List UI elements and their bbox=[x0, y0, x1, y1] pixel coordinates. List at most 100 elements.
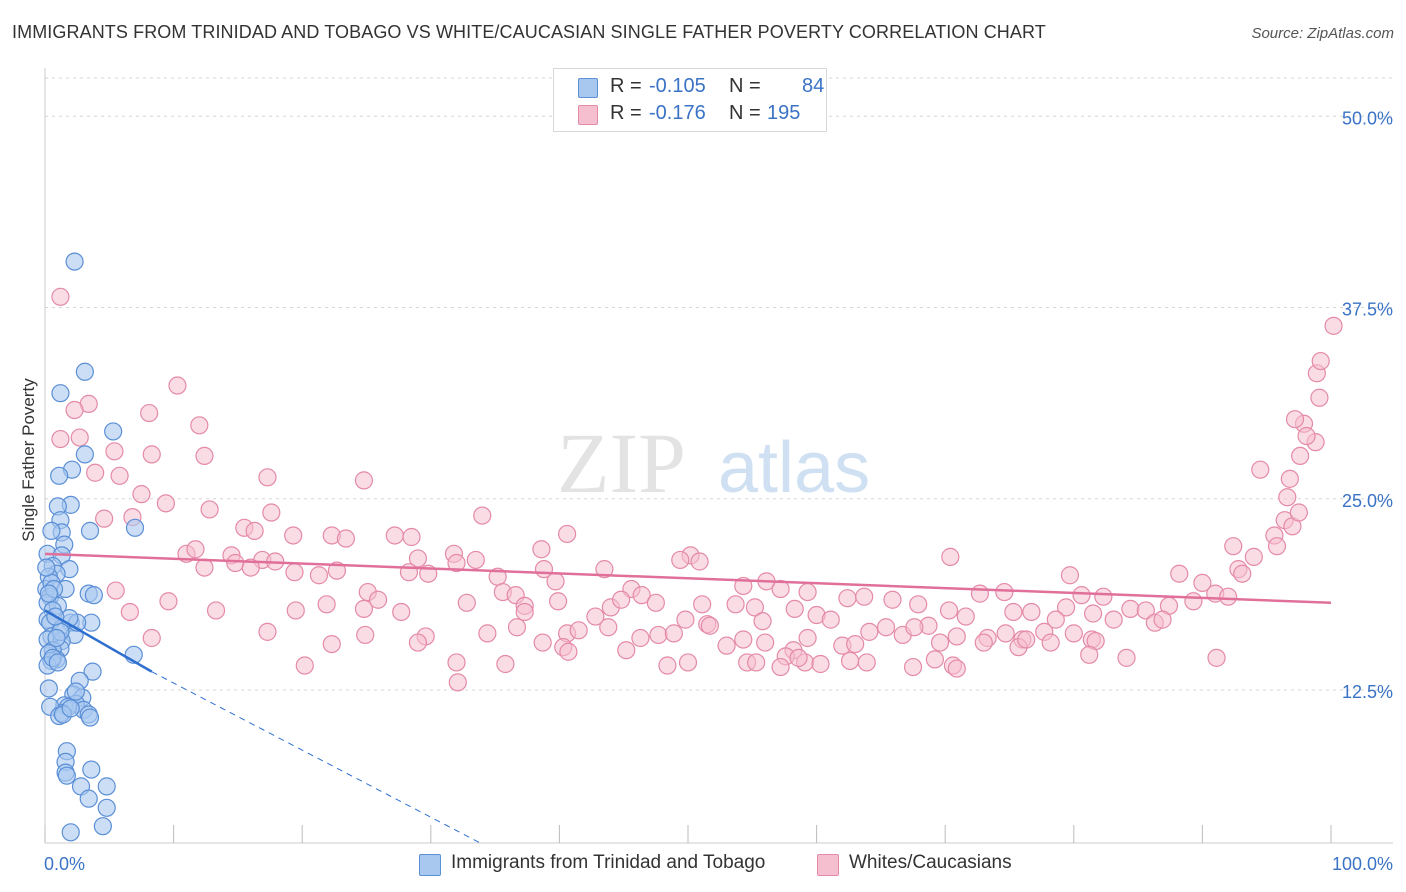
trinidad-point bbox=[39, 679, 58, 698]
series-name: Whites/Caucasians bbox=[849, 852, 1012, 873]
watermark: ZIP atlas bbox=[557, 415, 870, 511]
whites-point bbox=[295, 656, 314, 675]
trinidad-trend-extension bbox=[151, 671, 481, 844]
whites-point bbox=[392, 602, 411, 622]
trinidad-point bbox=[65, 252, 84, 271]
whites-point bbox=[241, 558, 260, 577]
whites-point bbox=[327, 561, 347, 580]
whites-point bbox=[970, 584, 990, 603]
whites-point bbox=[734, 630, 753, 649]
trend-lines bbox=[44, 552, 1332, 844]
whites-point bbox=[309, 566, 329, 585]
whites-point bbox=[1207, 648, 1226, 667]
whites-point bbox=[354, 471, 374, 490]
whites-point bbox=[1022, 602, 1041, 622]
n-value: 84 bbox=[802, 75, 825, 97]
whites-point bbox=[558, 524, 577, 544]
whites-point bbox=[1297, 426, 1316, 446]
tick-labels: 12.5% 25.0% 37.5% 50.0% 0.0% 100.0% bbox=[44, 108, 1393, 874]
whites-point bbox=[1117, 648, 1136, 667]
whites-point bbox=[617, 641, 636, 660]
whites-trend-line bbox=[44, 552, 1332, 605]
whites-point bbox=[595, 560, 614, 579]
whites-point bbox=[1094, 587, 1113, 606]
whites-point bbox=[457, 593, 476, 612]
whites-point bbox=[974, 633, 993, 652]
whites-point bbox=[322, 634, 341, 654]
whites-point bbox=[1184, 592, 1203, 611]
whites-point bbox=[1244, 547, 1263, 566]
whites-point bbox=[156, 494, 175, 513]
whites-point bbox=[200, 500, 219, 519]
whites-point bbox=[110, 466, 129, 485]
whites-point bbox=[947, 659, 966, 678]
n-label: N = bbox=[729, 102, 761, 124]
whites-point bbox=[905, 618, 924, 637]
whites-point bbox=[930, 633, 950, 652]
whites-point bbox=[745, 598, 764, 617]
whites-point bbox=[690, 552, 709, 571]
trinidad-point bbox=[39, 584, 58, 603]
whites-point bbox=[1170, 564, 1189, 583]
whites-point bbox=[664, 624, 683, 643]
trinidad-point bbox=[57, 766, 76, 785]
whites-point bbox=[947, 627, 966, 646]
whites-point bbox=[533, 633, 552, 652]
whites-point bbox=[860, 622, 879, 641]
whites-point bbox=[753, 612, 772, 631]
trinidad-point bbox=[47, 628, 66, 648]
whites-point bbox=[646, 593, 665, 612]
source-credit: Source: ZipAtlas.com bbox=[1251, 25, 1394, 42]
n-label: N = bbox=[729, 75, 761, 97]
whites-point bbox=[1136, 601, 1155, 620]
whites-point bbox=[903, 657, 923, 677]
whites-point bbox=[1060, 566, 1080, 585]
whites-point bbox=[132, 485, 151, 504]
trinidad-points bbox=[37, 252, 145, 842]
whites-point bbox=[846, 634, 865, 654]
whites-point bbox=[448, 673, 467, 692]
whites-point bbox=[649, 625, 668, 645]
trinidad-point bbox=[75, 362, 94, 381]
whites-point bbox=[478, 624, 497, 643]
whites-point bbox=[1310, 388, 1329, 407]
whites-point bbox=[771, 657, 790, 677]
whites-point bbox=[226, 553, 245, 573]
whites-point bbox=[546, 572, 565, 591]
legend-row-whites: R = -0.176 N = 195 bbox=[554, 102, 826, 128]
whites-point bbox=[1046, 610, 1065, 629]
whites-point bbox=[925, 650, 945, 669]
whites-point bbox=[1056, 598, 1076, 617]
whites-point bbox=[1233, 564, 1252, 583]
whites-point bbox=[51, 287, 70, 306]
trinidad-point bbox=[82, 760, 101, 779]
whites-point bbox=[105, 442, 124, 461]
whites-point bbox=[995, 582, 1014, 602]
y-axis-label: Single Father Poverty bbox=[19, 378, 38, 542]
whites-point bbox=[1153, 610, 1172, 629]
whites-point bbox=[789, 648, 808, 667]
watermark-atlas: atlas bbox=[718, 428, 870, 508]
whites-point bbox=[1017, 630, 1036, 649]
whites-point bbox=[159, 592, 178, 611]
whites-point bbox=[385, 526, 404, 545]
whites-point bbox=[1267, 537, 1287, 556]
trinidad-point bbox=[104, 422, 123, 441]
whites-point bbox=[756, 633, 775, 652]
whites-point bbox=[549, 592, 568, 611]
whites-point bbox=[1291, 446, 1310, 466]
whites-point bbox=[336, 529, 356, 548]
whites-point bbox=[771, 579, 790, 599]
trinidad-point bbox=[66, 682, 85, 701]
whites-point bbox=[599, 618, 618, 637]
whites-point bbox=[86, 463, 105, 482]
whites-point bbox=[206, 601, 226, 620]
trinidad-point bbox=[61, 823, 80, 842]
r-value: -0.105 bbox=[649, 75, 706, 97]
whites-point bbox=[1311, 351, 1330, 371]
watermark-zip: ZIP bbox=[557, 415, 686, 511]
whites-point bbox=[284, 526, 303, 545]
whites-point bbox=[1080, 645, 1099, 664]
whites-point bbox=[466, 550, 485, 570]
whites-point bbox=[811, 654, 830, 674]
